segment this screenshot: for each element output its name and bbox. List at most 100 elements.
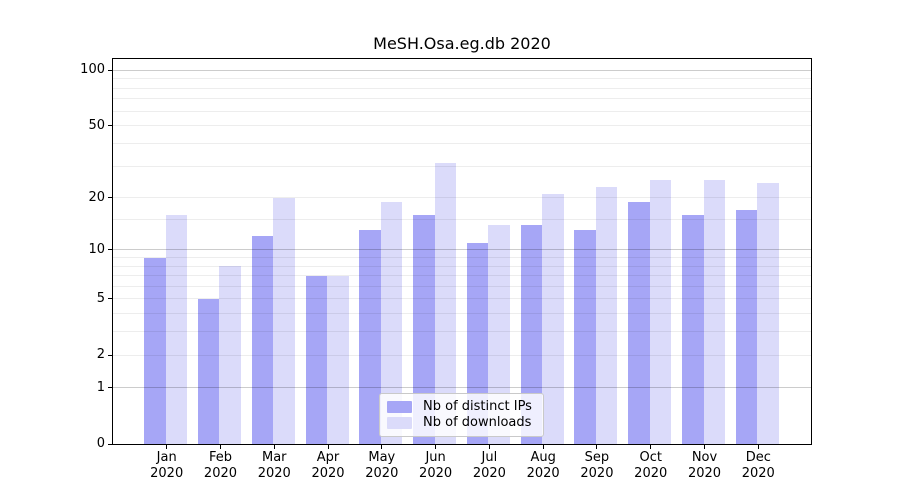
bar-nb-of-distinct-ips: [413, 214, 435, 444]
gridline: [113, 125, 811, 127]
y-tick: [108, 249, 113, 251]
bar-nb-of-downloads: [649, 180, 672, 444]
gridline: [113, 98, 811, 100]
bar-nb-of-distinct-ips: [197, 299, 220, 444]
x-tick: [704, 445, 705, 449]
bar-nb-of-distinct-ips: [682, 214, 704, 444]
bar-nb-of-downloads: [542, 193, 564, 444]
x-tick: [650, 445, 652, 449]
bar-nb-of-distinct-ips: [251, 236, 274, 444]
x-tick-year: 2020: [580, 466, 614, 481]
x-tick-year: 2020: [526, 466, 560, 481]
x-tick-month: Mar: [261, 450, 287, 465]
gridline: [113, 275, 811, 277]
y-tick-label: 5: [96, 290, 105, 306]
gridline: [113, 165, 811, 167]
x-tick-label: Aug 2020: [508, 450, 578, 482]
y-tick: [108, 443, 113, 445]
x-tick-label: Jan 2020: [132, 450, 202, 482]
chart-title: MeSH.Osa.eg.db 2020: [373, 34, 551, 53]
bar-nb-of-downloads: [703, 180, 725, 444]
x-tick: [435, 445, 437, 449]
gridline: [113, 285, 811, 287]
gridline: [113, 313, 811, 315]
bar-nb-of-distinct-ips: [574, 230, 596, 444]
y-tick-label: 50: [88, 117, 105, 133]
x-tick-label: May 2020: [347, 450, 417, 482]
x-tick-year: 2020: [365, 466, 399, 481]
legend-label: Nb of downloads: [423, 415, 532, 430]
x-tick-month: Dec: [745, 450, 771, 465]
x-tick-label: Jul 2020: [454, 450, 524, 482]
y-tick-label: 100: [80, 62, 105, 78]
x-tick-month: Jan: [156, 450, 177, 465]
x-tick: [381, 445, 383, 449]
x-tick-year: 2020: [741, 466, 775, 481]
gridline: [113, 354, 811, 356]
bar-nb-of-downloads: [434, 163, 457, 444]
legend-label: Nb of distinct IPs: [423, 399, 532, 414]
gridline: [113, 387, 811, 389]
x-tick-year: 2020: [687, 466, 722, 481]
bar-nb-of-distinct-ips: [305, 275, 328, 444]
bar-nb-of-downloads: [380, 201, 403, 444]
legend: Nb of distinct IPs Nb of downloads: [379, 393, 544, 437]
x-tick-year: 2020: [634, 466, 668, 481]
x-tick: [219, 445, 221, 449]
bar-nb-of-downloads: [165, 214, 188, 444]
x-tick-year: 2020: [150, 466, 184, 481]
y-tick-label: 10: [88, 241, 105, 257]
bar-nb-of-downloads: [327, 275, 349, 444]
gridline: [113, 87, 811, 89]
plot-area: [112, 58, 812, 445]
x-tick-month: Jul: [481, 450, 498, 465]
bar-nb-of-downloads: [488, 224, 510, 444]
x-tick-month: Nov: [691, 450, 718, 465]
y-tick: [108, 197, 113, 199]
y-tick: [108, 298, 113, 300]
gridline: [113, 249, 811, 251]
x-tick: [488, 445, 490, 449]
legend-item: Nb of downloads: [387, 415, 532, 431]
y-tick: [108, 125, 113, 127]
legend-swatch-distinct-ips: [387, 401, 412, 413]
x-tick: [596, 445, 598, 449]
gridline: [113, 219, 811, 221]
y-tick-label: 2: [96, 347, 105, 363]
x-tick-month: Apr: [316, 450, 340, 465]
bar-nb-of-downloads: [757, 183, 779, 444]
y-tick-label: 20: [88, 189, 105, 205]
x-tick-year: 2020: [311, 466, 345, 481]
bar-nb-of-distinct-ips: [735, 210, 758, 444]
bar-nb-of-distinct-ips: [520, 224, 543, 444]
x-tick-year: 2020: [419, 466, 453, 481]
gridline: [113, 142, 811, 144]
x-tick: [273, 445, 275, 449]
gridline: [113, 298, 811, 300]
x-tick: [327, 445, 329, 449]
x-tick-label: Dec 2020: [723, 450, 793, 482]
x-tick-label: Nov 2020: [670, 450, 740, 482]
x-tick-label: Sep 2020: [562, 450, 632, 482]
y-tick-label: 0: [96, 436, 105, 451]
x-tick-label: Mar 2020: [239, 450, 309, 482]
y-tick-label: 1: [96, 379, 105, 395]
y-tick: [108, 387, 113, 389]
gridline: [113, 110, 811, 112]
x-tick-month: Jun: [425, 450, 446, 465]
legend-swatch-downloads: [387, 417, 412, 429]
y-tick: [108, 69, 113, 71]
gridline: [113, 265, 811, 267]
x-tick: [542, 445, 544, 449]
x-tick-year: 2020: [203, 466, 238, 481]
x-tick-label: Oct 2020: [616, 450, 686, 482]
gridline: [113, 197, 811, 199]
x-tick-month: Aug: [530, 450, 556, 465]
x-tick-year: 2020: [472, 466, 506, 481]
legend-item: Nb of distinct IPs: [387, 399, 532, 415]
x-tick-label: Jun 2020: [401, 450, 471, 482]
bar-nb-of-distinct-ips: [144, 257, 166, 444]
x-tick-month: Feb: [208, 450, 232, 465]
x-tick: [757, 445, 759, 449]
